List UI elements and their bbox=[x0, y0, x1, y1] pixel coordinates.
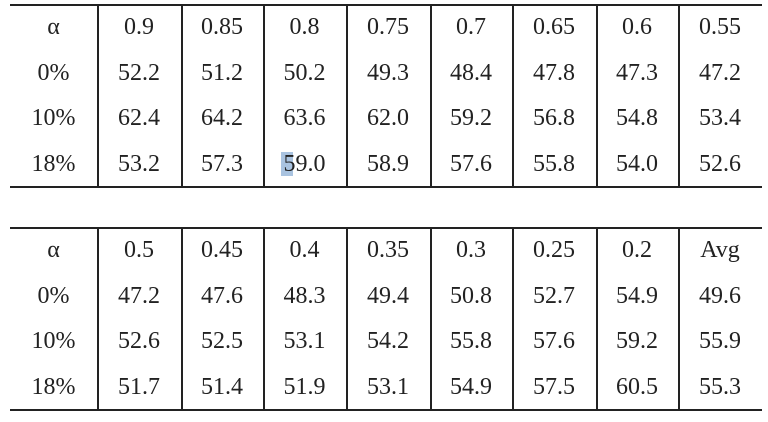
table-cell: 49.4 bbox=[367, 282, 409, 309]
header-cell: 0.65 bbox=[533, 14, 575, 41]
column-divider bbox=[181, 5, 183, 187]
table-cell: 47.2 bbox=[699, 59, 741, 86]
table-cell: 51.9 bbox=[283, 373, 326, 400]
table-cell: 50.8 bbox=[450, 282, 492, 309]
header-cell: α bbox=[47, 237, 60, 264]
header-cell: 0.5 bbox=[124, 237, 154, 264]
table-border bbox=[10, 186, 762, 188]
table-cell: 54.2 bbox=[367, 328, 409, 355]
table-cell: 47.6 bbox=[201, 282, 243, 309]
column-divider bbox=[346, 228, 348, 410]
column-divider bbox=[512, 228, 514, 410]
table-cell: 54.9 bbox=[450, 373, 492, 400]
table-border bbox=[10, 4, 762, 6]
table-cell: 55.8 bbox=[533, 150, 575, 177]
text-selection bbox=[281, 152, 293, 176]
header-cell: α bbox=[47, 14, 60, 41]
row-label: 18% bbox=[31, 150, 76, 177]
column-divider bbox=[512, 5, 514, 187]
column-divider bbox=[596, 228, 598, 410]
header-cell: 0.6 bbox=[622, 14, 652, 41]
header-cell: 0.75 bbox=[367, 14, 409, 41]
column-divider bbox=[97, 5, 99, 187]
table-cell: 48.3 bbox=[283, 282, 326, 309]
header-cell: 0.85 bbox=[201, 14, 243, 41]
header-cell: 0.4 bbox=[289, 237, 320, 264]
column-divider bbox=[181, 228, 183, 410]
table-cell: 57.6 bbox=[533, 328, 575, 355]
table-cell: 55.3 bbox=[699, 373, 741, 400]
table-cell: 52.7 bbox=[533, 282, 575, 309]
table-cell: 62.0 bbox=[367, 105, 409, 132]
column-divider bbox=[678, 5, 680, 187]
table-cell: 52.6 bbox=[699, 150, 741, 177]
column-divider bbox=[596, 5, 598, 187]
table-cell: 57.5 bbox=[533, 373, 575, 400]
table-cell: 52.6 bbox=[118, 328, 160, 355]
column-divider bbox=[430, 228, 432, 410]
table-cell: 54.9 bbox=[616, 282, 658, 309]
header-cell: 0.25 bbox=[533, 237, 575, 264]
table-cell: 64.2 bbox=[201, 105, 243, 132]
header-cell: 0.2 bbox=[622, 237, 652, 264]
table-cell: 53.4 bbox=[699, 105, 741, 132]
table-cell: 52.5 bbox=[201, 328, 243, 355]
table-cell: 62.4 bbox=[118, 105, 160, 132]
table-cell: 60.5 bbox=[616, 373, 658, 400]
table-cell: 59.2 bbox=[450, 105, 492, 132]
table-cell: 54.0 bbox=[616, 150, 658, 177]
table-cell: 51.7 bbox=[118, 373, 160, 400]
table-cell: 55.8 bbox=[450, 328, 492, 355]
column-divider bbox=[263, 228, 265, 410]
table-cell: 57.3 bbox=[201, 150, 243, 177]
row-label: 10% bbox=[31, 105, 76, 132]
table-cell: 48.4 bbox=[450, 59, 492, 86]
table-cell: 50.2 bbox=[283, 59, 326, 86]
row-label: 10% bbox=[31, 328, 76, 355]
table-cell: 47.3 bbox=[616, 59, 658, 86]
table-cell: 56.8 bbox=[533, 105, 575, 132]
column-divider bbox=[430, 5, 432, 187]
header-cell: 0.7 bbox=[456, 14, 486, 41]
table-cell: 52.2 bbox=[118, 59, 160, 86]
header-cell: 0.3 bbox=[456, 237, 486, 264]
column-divider bbox=[678, 228, 680, 410]
header-cell: 0.55 bbox=[699, 14, 741, 41]
table-cell: 53.1 bbox=[283, 328, 326, 355]
table-cell: 47.2 bbox=[118, 282, 160, 309]
header-cell: 0.8 bbox=[289, 14, 320, 41]
table-cell: 49.6 bbox=[699, 282, 741, 309]
header-cell: 0.9 bbox=[124, 14, 154, 41]
table-cell: 58.9 bbox=[367, 150, 409, 177]
table-border bbox=[10, 409, 762, 411]
row-label: 18% bbox=[31, 373, 76, 400]
table-cell: 51.2 bbox=[201, 59, 243, 86]
column-divider bbox=[346, 5, 348, 187]
column-divider bbox=[97, 228, 99, 410]
table-cell: 53.2 bbox=[118, 150, 160, 177]
table-cell: 57.6 bbox=[450, 150, 492, 177]
header-cell: 0.45 bbox=[201, 237, 243, 264]
row-label: 0% bbox=[37, 59, 70, 86]
table-cell: 55.9 bbox=[699, 328, 741, 355]
table-cell: 53.1 bbox=[367, 373, 409, 400]
header-cell: Avg bbox=[700, 237, 740, 264]
column-divider bbox=[263, 5, 265, 187]
table-cell: 59.0 bbox=[283, 150, 326, 177]
header-cell: 0.35 bbox=[367, 237, 409, 264]
table-cell: 47.8 bbox=[533, 59, 575, 86]
table-cell: 59.2 bbox=[616, 328, 658, 355]
table-cell: 51.4 bbox=[201, 373, 243, 400]
row-label: 0% bbox=[37, 282, 70, 309]
table-cell: 49.3 bbox=[367, 59, 409, 86]
table-cell: 63.6 bbox=[283, 105, 326, 132]
table-border bbox=[10, 227, 762, 229]
table-cell: 54.8 bbox=[616, 105, 658, 132]
